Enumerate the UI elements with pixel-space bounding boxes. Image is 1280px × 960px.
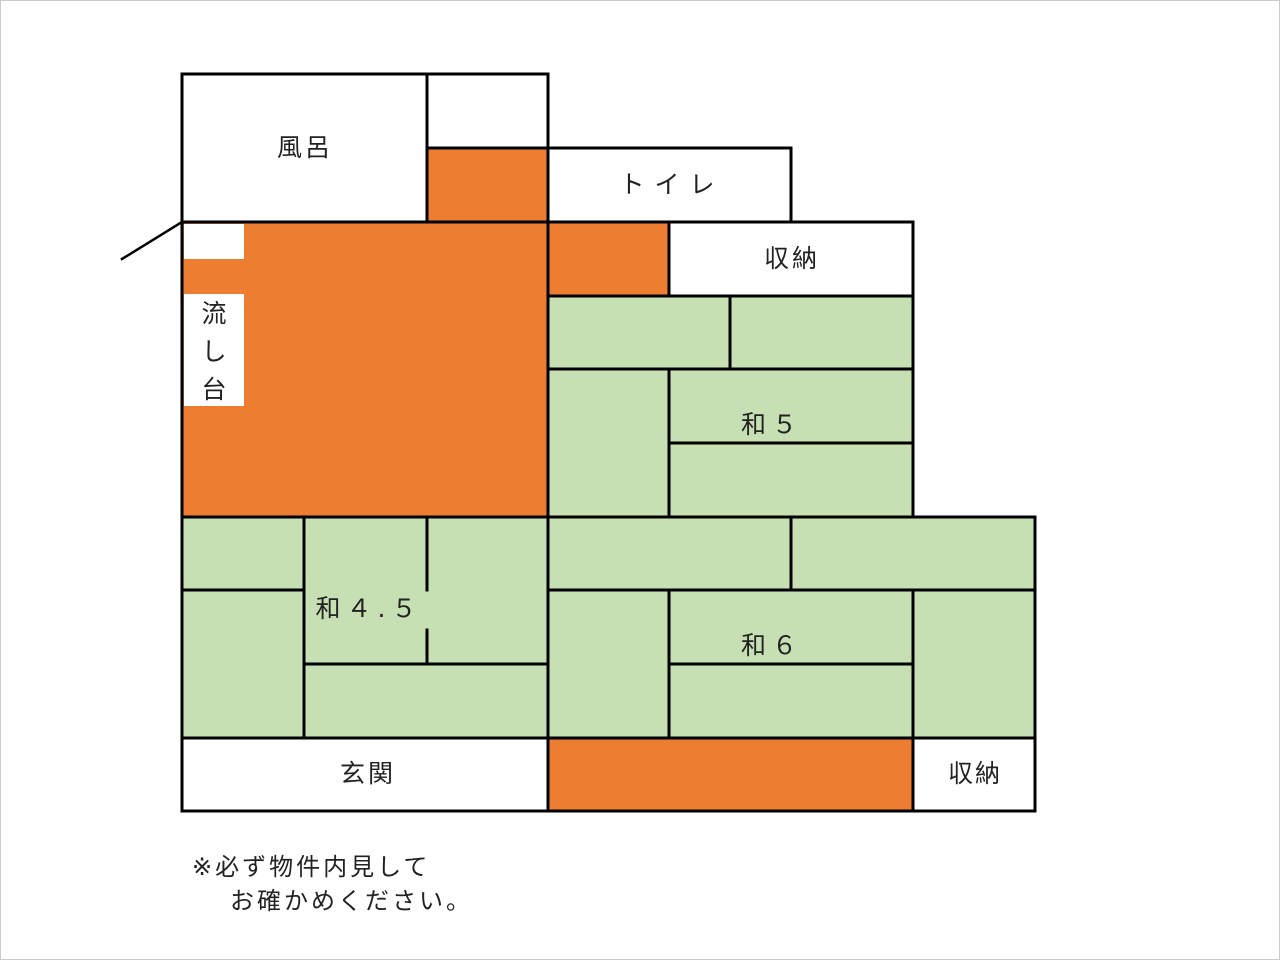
storage-top-label: 収納	[764, 244, 820, 273]
sink-counter	[184, 294, 244, 406]
sink-label-1: 流	[201, 299, 226, 328]
storage-bottom-label: 収納	[948, 759, 1002, 788]
entrance-label: 玄関	[340, 759, 396, 788]
notice-text: ※必ず物件内見して お確かめください。	[192, 850, 473, 918]
wood-floor-areas	[182, 148, 913, 811]
notice-line-2: お確かめください。	[230, 887, 473, 915]
washitsu-45-label: 和４.５	[316, 594, 423, 623]
toilet-label: トイレ	[619, 170, 724, 199]
sink-label-3: 台	[201, 375, 226, 404]
entry-floor	[548, 738, 913, 811]
washitsu-5-label: 和５	[741, 410, 803, 439]
walls	[120, 72, 1037, 813]
notice-line-1: ※必ず物件内見して	[192, 853, 431, 881]
bath-label: 風呂	[277, 133, 333, 162]
washitsu-45-area	[182, 517, 548, 738]
corridor-floor-top	[427, 148, 548, 222]
washitsu-6-label: 和６	[741, 631, 803, 660]
hall-floor	[548, 222, 669, 296]
sink-label-2: し	[201, 337, 226, 366]
kitchen-corner-cutout	[184, 224, 244, 259]
